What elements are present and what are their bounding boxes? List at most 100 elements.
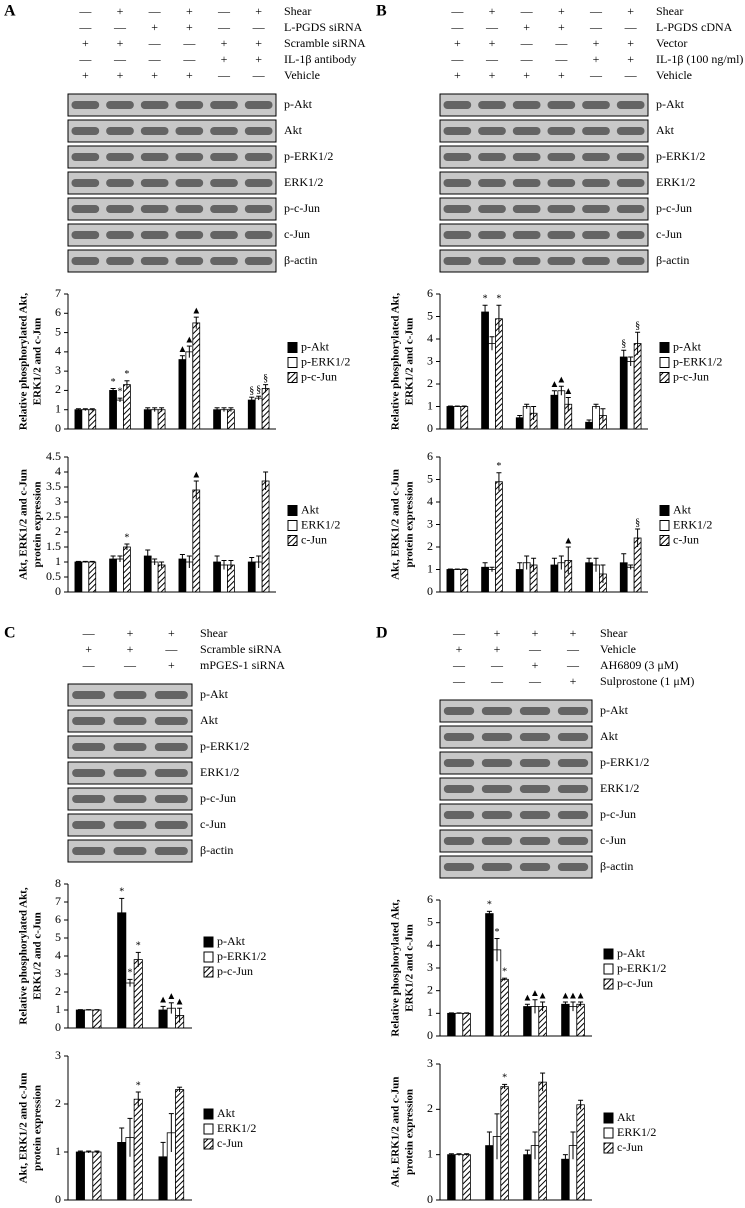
bar xyxy=(561,1003,570,1037)
condition-sign: + xyxy=(168,626,175,640)
bar xyxy=(213,409,221,430)
bar xyxy=(462,1154,471,1201)
blot-band xyxy=(244,231,273,239)
legend-label: c-Jun xyxy=(617,1140,643,1154)
blot-band xyxy=(478,231,506,239)
condition-name: Shear xyxy=(284,4,311,18)
y-tick-label: 0 xyxy=(427,1192,433,1206)
condition-name: AH6809 (3 μM) xyxy=(600,658,678,672)
bar xyxy=(261,480,270,593)
significance-marker: * xyxy=(124,369,129,380)
y-tick-label: 1 xyxy=(427,398,433,412)
condition-sign: + xyxy=(454,36,461,50)
legend-swatch xyxy=(603,1142,614,1154)
significance-marker: ▲ xyxy=(576,990,586,1001)
blot-band xyxy=(210,153,238,161)
bar xyxy=(116,399,124,430)
legend-label: Akt xyxy=(217,1106,236,1120)
condition-sign: — xyxy=(520,4,534,18)
significance-marker: * xyxy=(487,900,492,911)
blot-band xyxy=(140,153,169,161)
blot-band xyxy=(443,231,472,239)
legend-label: p-Akt xyxy=(301,339,330,353)
y-tick-label: 1 xyxy=(55,1002,61,1016)
bar xyxy=(88,561,97,593)
condition-sign: + xyxy=(489,68,496,82)
blot-strip xyxy=(439,171,649,195)
bar xyxy=(175,1089,185,1201)
blot-band xyxy=(71,205,100,213)
blot-label: p-Akt xyxy=(284,97,313,111)
condition-sign: — xyxy=(450,20,464,34)
condition-name: Shear xyxy=(656,4,683,18)
legend-label: Akt xyxy=(673,502,692,516)
bar xyxy=(495,318,503,430)
legend-label: p-c-Jun xyxy=(301,369,337,383)
blot-band xyxy=(244,205,273,213)
condition-sign: + xyxy=(627,52,634,66)
blot-band xyxy=(478,101,506,109)
blot-band xyxy=(106,101,134,109)
blot-band xyxy=(582,205,610,213)
y-tick-label: 1 xyxy=(427,1146,433,1160)
blot-band xyxy=(175,257,204,265)
bar xyxy=(447,1012,456,1037)
blot-strip xyxy=(439,855,593,879)
condition-sign: + xyxy=(127,626,134,640)
condition-sign: + xyxy=(489,4,496,18)
bar xyxy=(453,406,462,430)
y-axis-label: protein expression xyxy=(404,1089,416,1175)
condition-sign: + xyxy=(627,4,634,18)
blot-band xyxy=(481,733,513,741)
blot-band xyxy=(154,743,188,751)
blot-strip xyxy=(439,751,593,775)
bar xyxy=(460,406,469,430)
condition-sign: + xyxy=(255,36,262,50)
blot-label: ERK1/2 xyxy=(284,175,323,189)
blot-band xyxy=(113,743,147,751)
condition-sign: + xyxy=(454,68,461,82)
blot-band xyxy=(106,205,134,213)
condition-sign: — xyxy=(520,52,534,66)
blot-strip xyxy=(67,171,277,195)
y-tick-label: 3 xyxy=(55,363,61,377)
condition-name: Vehicle xyxy=(284,68,320,82)
blot-label: ERK1/2 xyxy=(656,175,695,189)
blot-band xyxy=(481,811,513,819)
legend-swatch xyxy=(659,342,670,353)
bar xyxy=(626,361,635,430)
legend-label: p-c-Jun xyxy=(617,976,653,990)
legend-label: p-c-Jun xyxy=(217,964,253,978)
blot-label: p-Akt xyxy=(600,703,629,717)
bar xyxy=(117,912,127,1029)
y-tick-label: 5 xyxy=(427,914,433,928)
blot-label: Akt xyxy=(284,123,303,137)
bar xyxy=(109,390,117,430)
blot-band xyxy=(72,795,106,803)
bar xyxy=(92,1009,102,1029)
condition-sign: — xyxy=(164,642,178,656)
blot-band xyxy=(616,153,645,161)
blot-band xyxy=(154,691,188,699)
significance-marker: * xyxy=(483,294,488,305)
y-axis-label: Akt, ERK1/2 and c-Jun xyxy=(18,469,30,580)
legend-swatch xyxy=(287,520,298,531)
blot-band xyxy=(443,101,472,109)
blot-band xyxy=(443,257,472,265)
blot-label: β-actin xyxy=(600,859,633,873)
condition-sign: — xyxy=(589,20,603,34)
y-tick-label: 2 xyxy=(427,539,433,553)
blot-label: ERK1/2 xyxy=(600,781,639,795)
condition-sign: + xyxy=(627,36,634,50)
y-tick-label: 7 xyxy=(55,894,61,908)
significance-marker: * xyxy=(495,927,500,938)
blot-strip xyxy=(439,803,593,827)
legend-label: p-ERK1/2 xyxy=(301,354,350,368)
y-tick-label: 4 xyxy=(55,948,61,962)
blot-strip xyxy=(439,249,649,273)
bar xyxy=(495,481,503,593)
condition-sign: — xyxy=(566,658,580,672)
y-tick-label: 0 xyxy=(55,1192,61,1206)
legend-swatch xyxy=(603,963,614,975)
